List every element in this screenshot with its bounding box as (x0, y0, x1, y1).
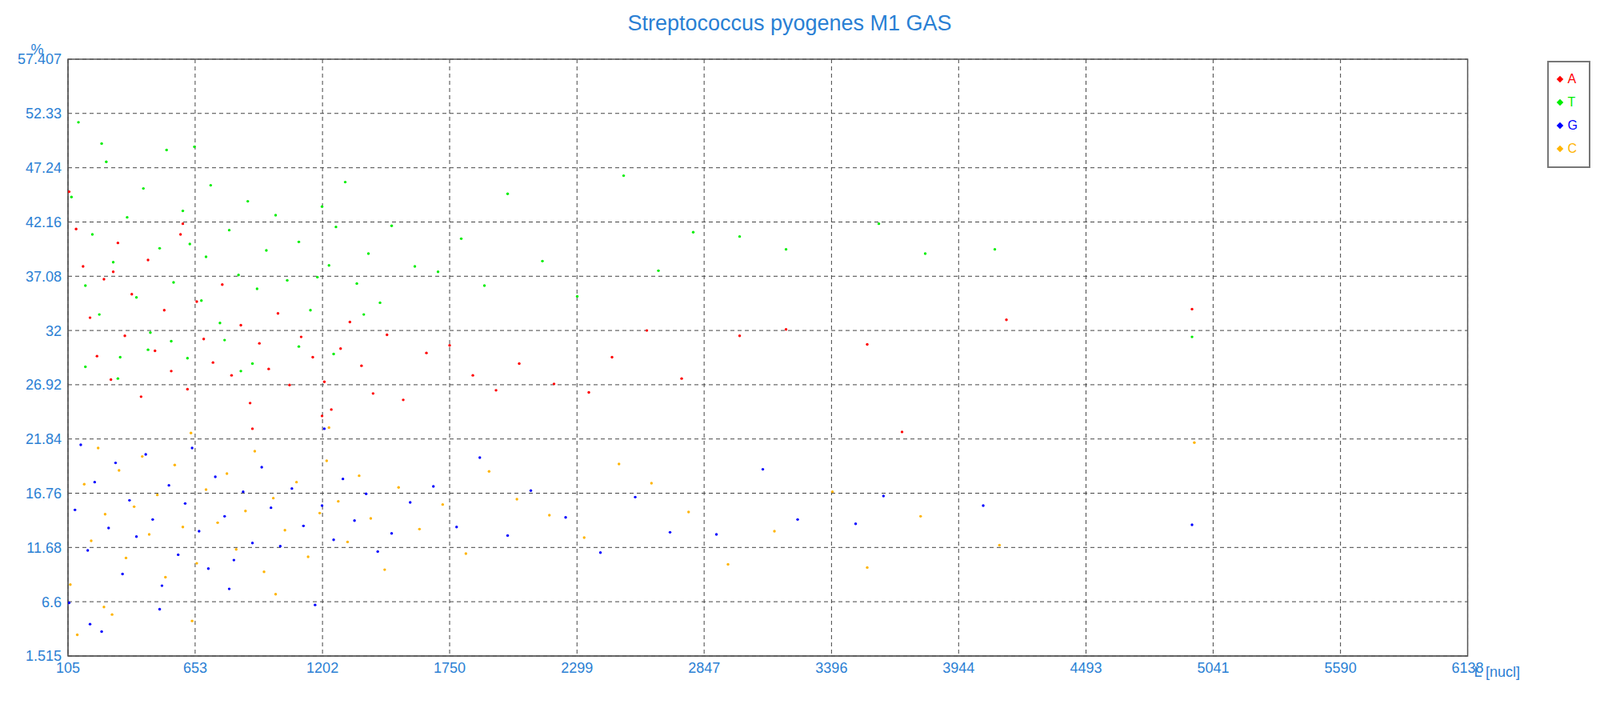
svg-text:5590: 5590 (1324, 660, 1357, 676)
svg-text:4493: 4493 (1069, 660, 1102, 676)
svg-text:26.92: 26.92 (25, 376, 62, 393)
svg-text:5041: 5041 (1196, 660, 1229, 676)
svg-text:37.08: 37.08 (25, 268, 62, 285)
svg-text:1750: 1750 (433, 660, 466, 676)
svg-text:11.68: 11.68 (26, 540, 62, 556)
svg-text:653: 653 (183, 660, 208, 676)
svg-text:2299: 2299 (560, 660, 593, 676)
svg-text:6.6: 6.6 (41, 594, 62, 611)
svg-text:2847: 2847 (688, 660, 720, 676)
svg-text:42.16: 42.16 (25, 214, 62, 231)
svg-text:47.24: 47.24 (25, 160, 62, 176)
svg-text:105: 105 (56, 659, 80, 676)
svg-text:16.76: 16.76 (25, 485, 62, 502)
svg-text:3944: 3944 (942, 660, 975, 676)
svg-text:L [nucl]: L [nucl] (1474, 664, 1520, 680)
html-text:A: A (1567, 71, 1577, 86)
html-text:T: T (1567, 94, 1576, 109)
svg-text:52.33: 52.33 (25, 105, 62, 122)
html-text:C: C (1567, 141, 1577, 155)
svg-text:1.515: 1.515 (25, 648, 62, 664)
svg-text:6138: 6138 (1451, 659, 1484, 676)
svg-text:57.407: 57.407 (17, 51, 62, 68)
svg-text:1202: 1202 (306, 660, 339, 676)
html-text:G: G (1567, 118, 1578, 132)
svg-text:32: 32 (45, 323, 62, 340)
svg-text:%: % (30, 41, 44, 58)
svg-text:21.84: 21.84 (25, 431, 62, 448)
html-text:Streptococcus pyogenes M1 GAS: Streptococcus pyogenes M1 GAS (627, 11, 952, 36)
svg-text:3396: 3396 (815, 660, 848, 676)
